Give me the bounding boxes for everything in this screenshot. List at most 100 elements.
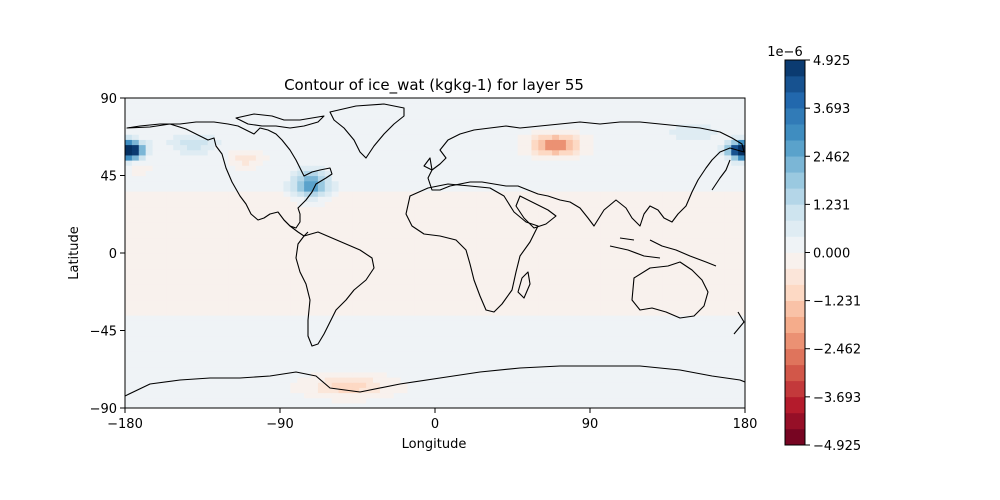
contour-cell xyxy=(235,258,243,264)
contour-cell xyxy=(276,154,285,161)
contour-cell xyxy=(193,392,202,399)
contour-cell xyxy=(255,397,264,404)
contour-cell xyxy=(517,154,526,161)
contour-cell xyxy=(565,123,574,130)
contour-cell xyxy=(249,253,257,259)
contour-cell xyxy=(262,330,271,337)
contour-cell xyxy=(166,402,174,408)
contour-cell xyxy=(545,278,553,285)
contour-cell xyxy=(448,134,457,140)
contour-cell xyxy=(173,387,181,394)
contour-cell xyxy=(559,273,567,280)
contour-cell xyxy=(717,211,725,218)
contour-cell xyxy=(703,227,712,233)
contour-cell xyxy=(269,258,278,264)
contour-cell xyxy=(352,191,360,197)
contour-cell xyxy=(490,211,498,218)
contour-cell xyxy=(290,180,298,187)
contour-cell xyxy=(324,309,333,316)
contour-cell xyxy=(538,242,546,249)
contour-cell xyxy=(703,315,712,321)
contour-cell xyxy=(641,237,650,244)
contour-cell xyxy=(304,278,312,285)
contour-cell xyxy=(435,175,443,182)
contour-cell xyxy=(621,304,629,311)
contour-cell xyxy=(621,335,629,342)
contour-cell xyxy=(290,191,298,197)
contour-cell xyxy=(696,309,705,316)
contour-cell xyxy=(703,123,712,130)
contour-cell xyxy=(545,361,553,368)
contour-cell xyxy=(586,351,595,357)
contour-cell xyxy=(689,382,698,388)
contour-cell xyxy=(207,377,216,383)
contour-cell xyxy=(386,118,395,125)
contour-cell xyxy=(586,392,595,399)
contour-cell xyxy=(435,201,443,208)
contour-cell xyxy=(531,377,539,383)
contour-cell xyxy=(138,299,147,306)
contour-cell xyxy=(448,340,457,347)
contour-cell xyxy=(710,377,719,383)
contour-cell xyxy=(655,366,663,373)
contour-cell xyxy=(738,237,745,244)
contour-cell xyxy=(304,377,312,383)
contour-cell xyxy=(497,397,505,404)
contour-cell xyxy=(483,160,491,166)
contour-cell xyxy=(283,304,291,311)
contour-cell xyxy=(462,139,471,146)
contour-cell xyxy=(448,382,457,388)
contour-cell xyxy=(242,211,250,218)
contour-cell xyxy=(669,294,677,301)
contour-cell xyxy=(448,196,457,202)
contour-cell xyxy=(152,237,161,244)
contour-cell xyxy=(552,340,560,347)
contour-cell xyxy=(503,206,512,213)
contour-cell xyxy=(627,263,636,270)
contour-cell xyxy=(400,273,409,280)
contour-cell xyxy=(255,392,264,399)
contour-cell xyxy=(379,237,388,244)
contour-cell xyxy=(455,377,464,383)
contour-cell xyxy=(131,237,140,244)
contour-cell xyxy=(627,289,636,295)
contour-cell xyxy=(421,320,429,326)
contour-cell xyxy=(249,320,257,326)
contour-cell xyxy=(173,170,181,177)
contour-cell xyxy=(469,299,477,306)
contour-cell xyxy=(228,211,236,218)
contour-cell xyxy=(187,211,195,218)
contour-cell xyxy=(655,377,663,383)
contour-cell xyxy=(352,315,360,321)
contour-cell xyxy=(421,129,429,135)
contour-cell xyxy=(676,160,684,166)
contour-cell xyxy=(586,299,595,306)
contour-cell xyxy=(131,371,140,378)
contour-cell xyxy=(400,247,409,254)
contour-cell xyxy=(324,330,333,337)
contour-cell xyxy=(538,346,546,352)
contour-cell xyxy=(710,309,719,316)
contour-cell xyxy=(696,371,705,378)
contour-cell xyxy=(379,175,388,182)
contour-cell xyxy=(497,170,505,177)
contour-cell xyxy=(435,397,443,404)
contour-cell xyxy=(317,222,326,228)
contour-cell xyxy=(655,263,663,270)
contour-cell xyxy=(676,382,684,388)
contour-cell xyxy=(400,330,409,337)
contour-cell xyxy=(703,154,712,161)
contour-cell xyxy=(565,154,574,161)
contour-cell xyxy=(634,180,643,187)
contour-cell xyxy=(345,278,353,285)
contour-cell xyxy=(627,206,636,213)
contour-cell xyxy=(703,247,712,254)
contour-cell xyxy=(373,258,381,264)
contour-cell xyxy=(125,356,133,363)
contour-cell xyxy=(724,361,732,368)
contour-cell xyxy=(572,377,581,383)
contour-cell xyxy=(235,356,243,363)
contour-cell xyxy=(634,289,643,295)
contour-cell xyxy=(255,134,264,140)
contour-cell xyxy=(159,196,167,202)
